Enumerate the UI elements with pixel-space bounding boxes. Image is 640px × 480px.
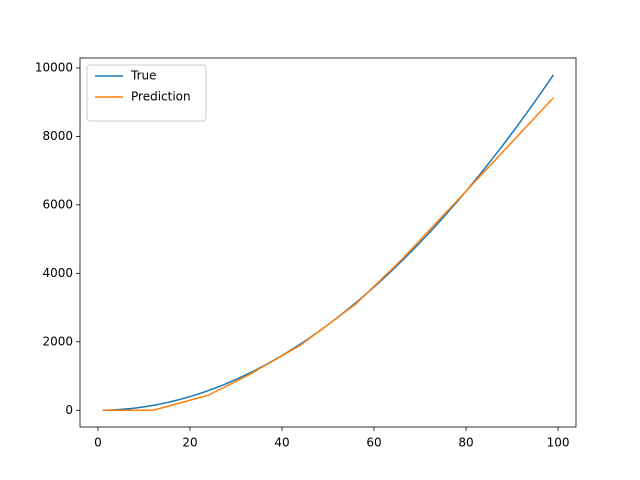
x-tick-label: 100 (547, 436, 570, 450)
y-tick-label: 0 (65, 403, 73, 417)
line (102, 74, 555, 411)
x-tick-label: 20 (182, 436, 197, 450)
legend: True Prediction (86, 64, 207, 122)
legend-label: True (130, 69, 157, 83)
y-tick-label: 8000 (42, 129, 73, 143)
y-tick-label: 6000 (42, 197, 73, 211)
x-tick-label: 40 (274, 436, 289, 450)
legend-label: Prediction (131, 90, 191, 104)
x-tick-label: 0 (94, 436, 102, 450)
y-tick-label: 4000 (42, 266, 73, 280)
x-tick-label: 80 (458, 436, 473, 450)
plot-frame (79, 57, 577, 428)
y-tick-label: 10000 (35, 60, 73, 74)
x-tick-label: 60 (366, 436, 381, 450)
legend-box (86, 64, 207, 122)
y-tick-label: 2000 (42, 334, 73, 348)
line (102, 97, 555, 412)
